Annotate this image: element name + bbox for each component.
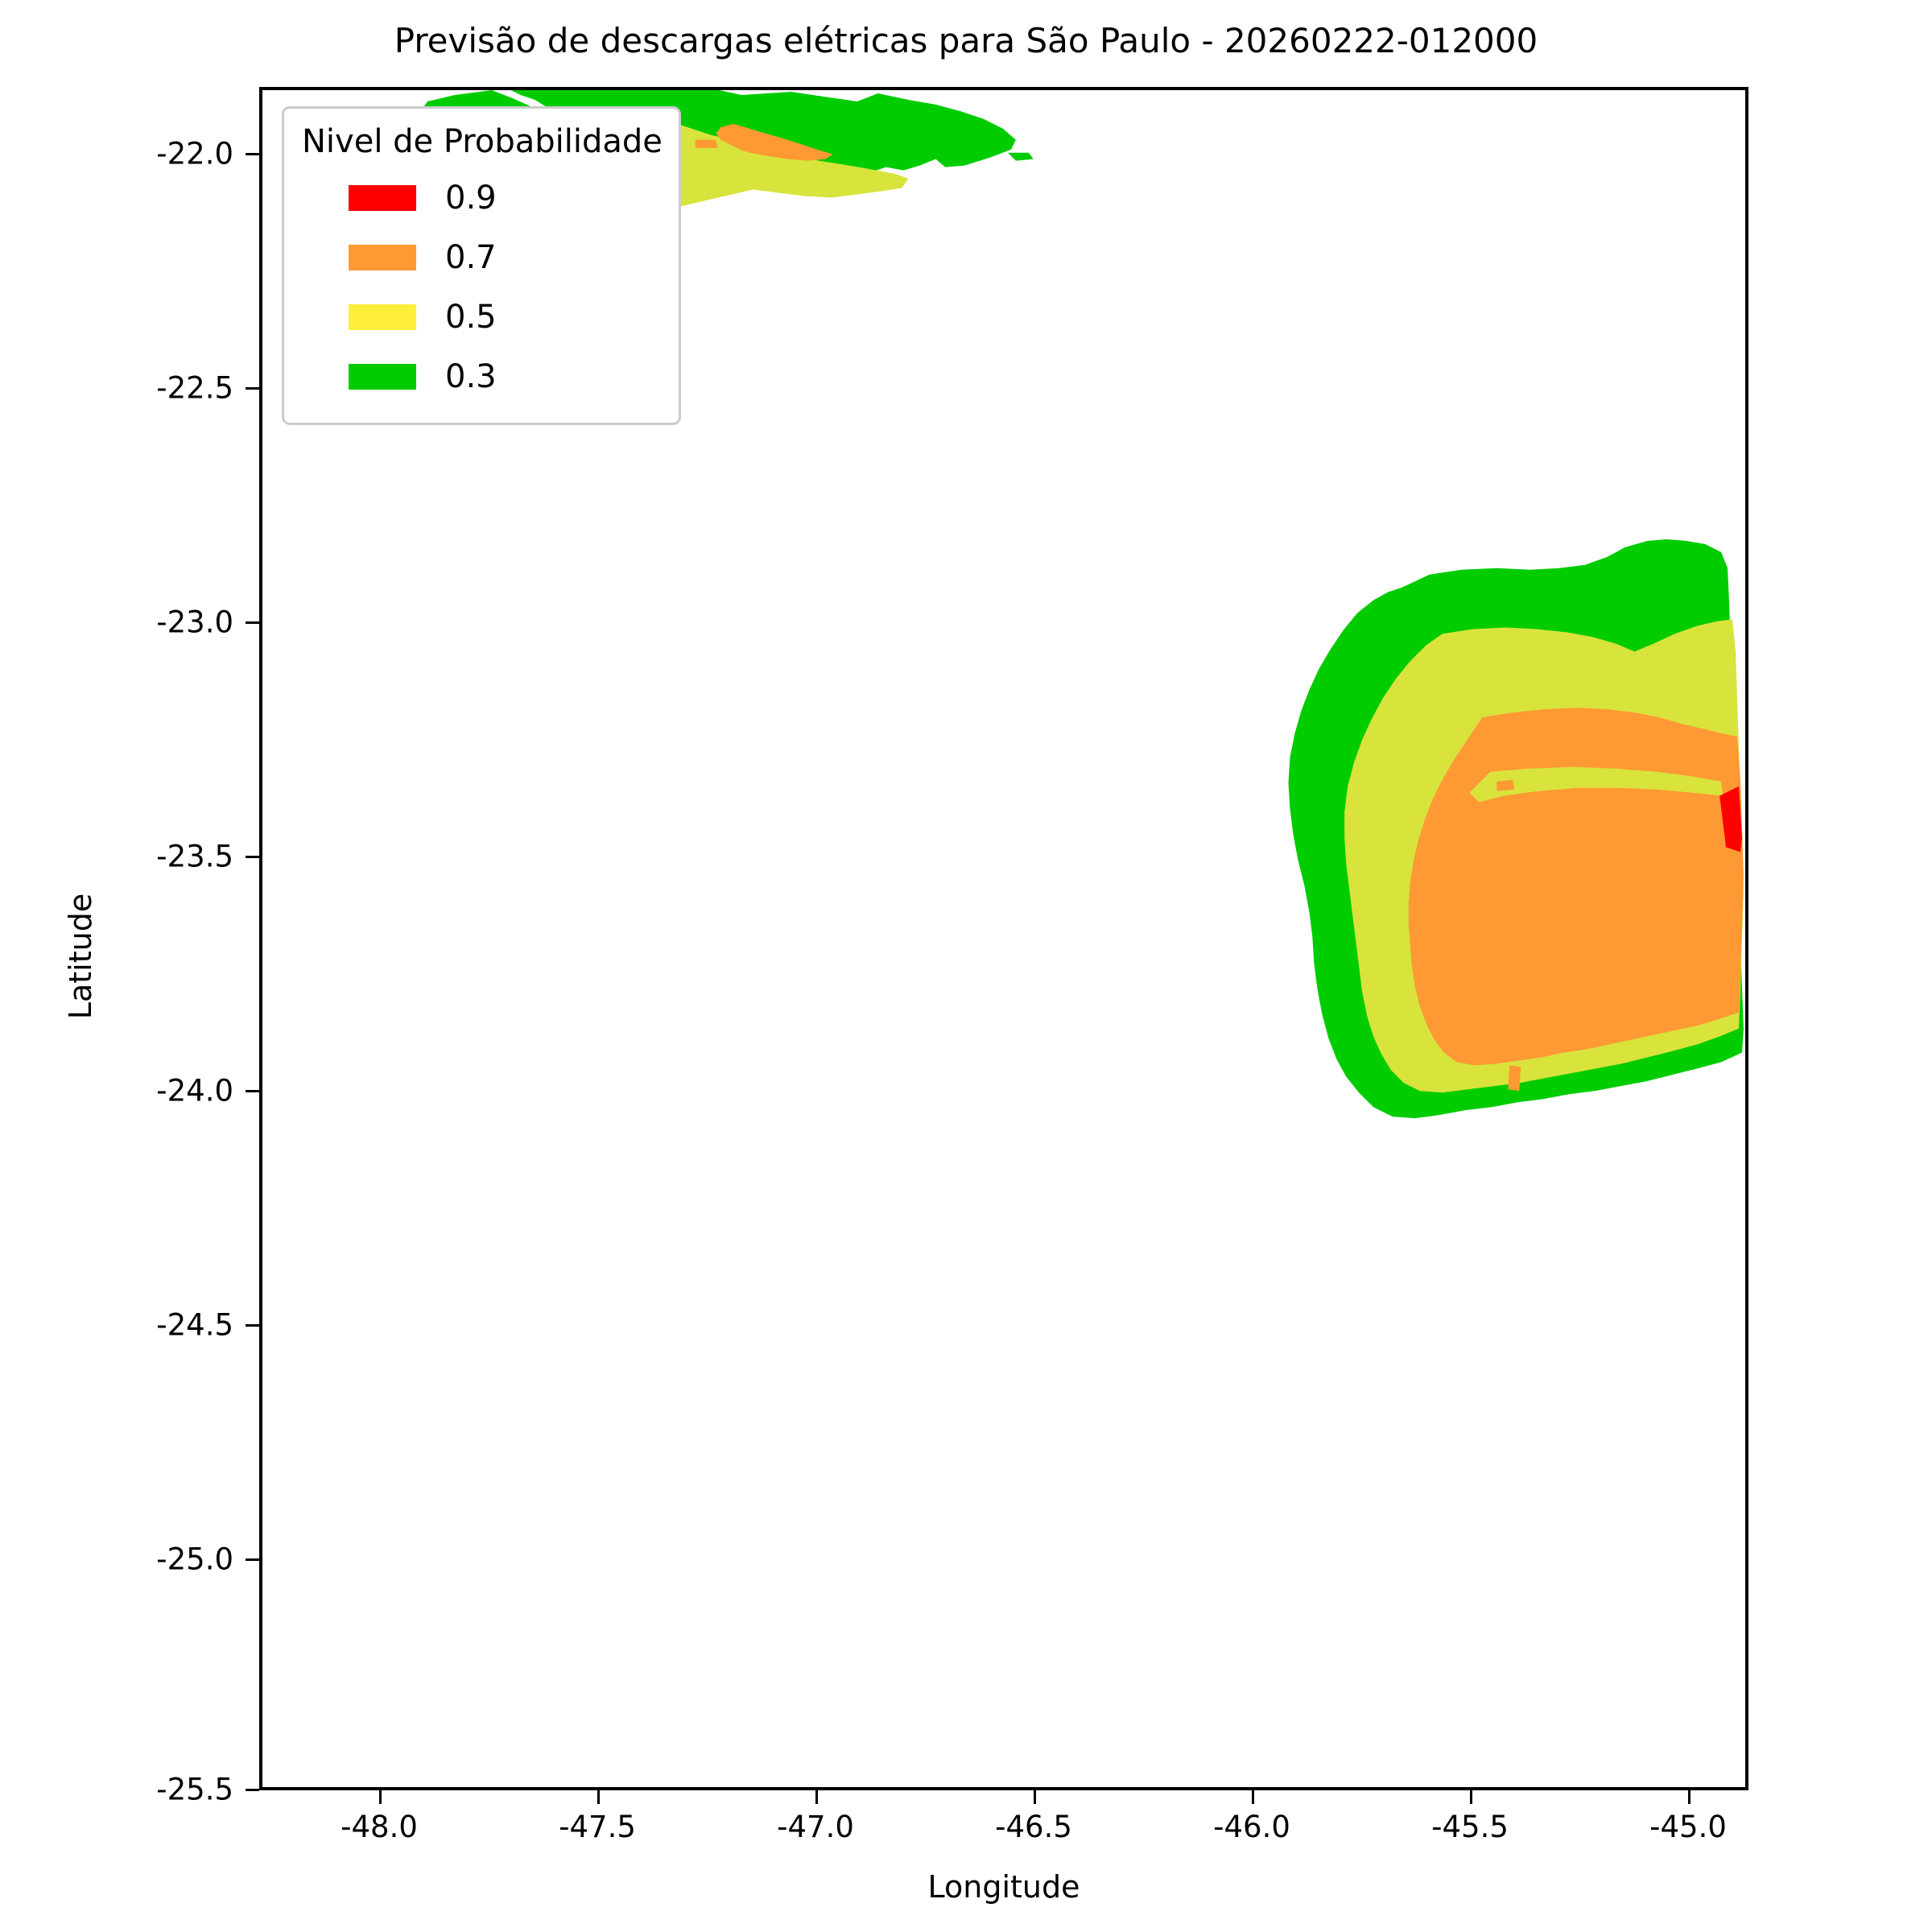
legend-label-0.7: 0.7 [445,239,497,276]
legend-swatch-0.9 [349,185,416,211]
contour-band-0.7-north [716,123,833,161]
xtick-mark-3 [1034,1790,1036,1804]
legend-label-0.5: 0.5 [445,299,497,336]
ytick-mark-0 [246,153,259,155]
xtick-label-4: -46.0 [1213,1810,1290,1844]
legend-swatch-0.5 [349,304,416,330]
xtick-mark-6 [1688,1790,1690,1804]
xtick-label-5: -45.5 [1431,1810,1509,1844]
xtick-mark-1 [597,1790,600,1804]
xtick-mark-0 [379,1790,382,1804]
contour-band-0.7-south [1408,708,1744,1066]
x-axis-label: Longitude [927,1869,1080,1905]
contour-region-south [1288,539,1744,1119]
contour-band-0.9-south [1719,786,1743,852]
contour-band-0.7-north-nub [695,139,718,148]
ytick-mark-2 [246,621,259,624]
ytick-mark-3 [246,856,259,858]
ytick-label-7: -25.5 [156,1772,233,1807]
xtick-label-2: -47.0 [777,1810,854,1844]
ytick-label-4: -24.0 [156,1073,233,1108]
xtick-label-0: -48.0 [341,1810,418,1844]
ytick-label-3: -23.5 [156,839,233,874]
page-title: Previsão de descargas elétricas para São… [394,21,1538,60]
xtick-mark-4 [1252,1790,1254,1804]
legend-label-0.3: 0.3 [445,358,497,395]
contour-fleck-0.7-a [1496,779,1515,791]
legend-swatch-0.7 [349,245,416,270]
y-axis-label: Latitude [63,893,98,1020]
plot-area [259,87,1748,1790]
xtick-label-6: -45.0 [1649,1810,1727,1844]
ytick-label-2: -23.0 [156,605,233,640]
ytick-label-0: -22.0 [156,136,233,171]
contour-notch-0.5-south-upper [1469,766,1724,803]
legend-item-0.9[interactable]: 0.9 [299,168,664,228]
ytick-mark-4 [246,1090,259,1092]
contour-plot-svg [313,90,1744,1119]
legend-item-0.3[interactable]: 0.3 [299,347,664,407]
legend-title: Nivel de Probabilidade [302,123,663,160]
ytick-label-5: -24.5 [156,1307,233,1343]
ytick-mark-7 [246,1789,259,1791]
legend-swatch-0.3 [349,364,416,390]
legend[interactable]: Nivel de Probabilidade 0.9 0.7 0.5 0.3 [282,106,681,425]
ytick-label-1: -22.5 [156,370,233,406]
contour-fleck-0.7-b [1508,1065,1521,1092]
legend-item-0.7[interactable]: 0.7 [299,228,664,287]
xtick-label-3: -46.5 [995,1810,1072,1844]
xtick-mark-5 [1470,1790,1472,1804]
ytick-mark-1 [246,387,259,390]
xtick-mark-2 [815,1790,818,1804]
xtick-label-1: -47.5 [559,1810,636,1844]
ytick-mark-5 [246,1324,259,1327]
ytick-mark-6 [246,1558,259,1561]
contour-band-0.3-north-tail [1007,152,1034,161]
ytick-label-6: -25.0 [156,1542,233,1577]
legend-label-0.9: 0.9 [445,180,497,217]
legend-item-0.5[interactable]: 0.5 [299,287,664,347]
